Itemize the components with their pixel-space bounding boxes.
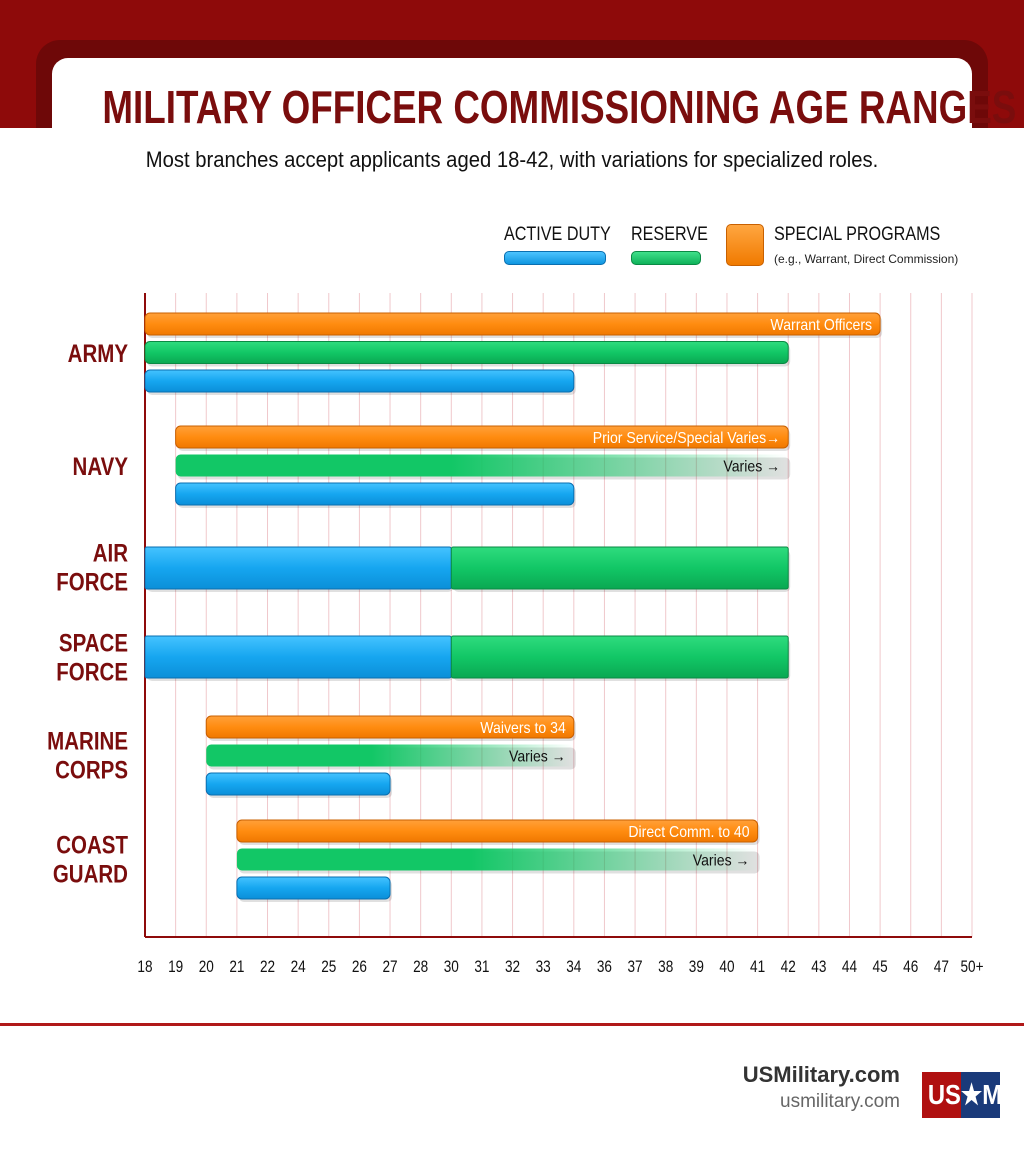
reserve-bar bbox=[450, 635, 789, 679]
reserve-bar bbox=[175, 454, 789, 477]
legend-active-label: ACTIVE DUTY bbox=[504, 224, 611, 245]
x-tick-label: 36 bbox=[597, 958, 612, 977]
x-tick-label: 30 bbox=[444, 958, 459, 977]
usm-logo-text: US★M bbox=[927, 1079, 1003, 1110]
category-label: AIR bbox=[93, 539, 129, 567]
x-tick-label: 38 bbox=[658, 958, 673, 977]
x-tick-label: 24 bbox=[291, 958, 307, 977]
special-bar bbox=[175, 425, 789, 449]
reserve-bar bbox=[144, 341, 789, 364]
x-tick-label: 25 bbox=[321, 958, 336, 977]
special-bar bbox=[205, 715, 575, 739]
active-bar bbox=[144, 635, 452, 679]
x-tick-label: 22 bbox=[260, 958, 275, 977]
category-label: CORPS bbox=[55, 756, 128, 784]
chart-subtitle: Most branches accept applicants aged 18-… bbox=[145, 147, 879, 172]
bar-label: Varies → bbox=[693, 852, 750, 870]
bar-label: Direct Comm. to 40 bbox=[628, 823, 749, 841]
category-label: FORCE bbox=[56, 658, 128, 686]
usm-logo: US★M bbox=[922, 1072, 1003, 1118]
x-tick-label: 44 bbox=[842, 958, 858, 977]
chart-area: Warrant Officers Prior Service/Special Va… bbox=[47, 293, 984, 977]
category-label: FORCE bbox=[56, 568, 128, 596]
x-tick-label: 41 bbox=[750, 958, 765, 977]
active-bar bbox=[205, 772, 391, 796]
footer-brand: USMilitary.com bbox=[742, 1062, 900, 1087]
active-bar bbox=[236, 876, 391, 900]
x-tick-label: 33 bbox=[536, 958, 551, 977]
category-label: MARINE bbox=[47, 727, 128, 755]
footer-url[interactable]: usmilitary.com bbox=[780, 1091, 900, 1112]
x-tick-label: 37 bbox=[628, 958, 643, 977]
legend-special-note: (e.g., Warrant, Direct Commission) bbox=[774, 252, 959, 266]
x-tick-label: 45 bbox=[873, 958, 888, 977]
x-tick-label: 31 bbox=[474, 958, 489, 977]
header-card bbox=[52, 58, 972, 258]
category-label: ARMY bbox=[68, 339, 128, 367]
legend-special-label: SPECIAL PROGRAMS bbox=[774, 224, 941, 245]
bar-label: Varies → bbox=[723, 458, 780, 476]
reserve-bar bbox=[206, 744, 574, 767]
bar-label: Varies → bbox=[509, 748, 566, 766]
reserve-bar bbox=[450, 546, 789, 590]
footer-divider bbox=[0, 1023, 1024, 1026]
x-tick-label: 43 bbox=[811, 958, 826, 977]
x-tick-label: 32 bbox=[505, 958, 520, 977]
x-tick-label: 40 bbox=[719, 958, 734, 977]
reserve-bar bbox=[236, 848, 758, 871]
special-bar bbox=[236, 819, 759, 843]
x-tick-label: 26 bbox=[352, 958, 367, 977]
legend-active-swatch bbox=[504, 251, 606, 265]
x-tick-label: 47 bbox=[934, 958, 949, 977]
legend-special-swatch bbox=[726, 224, 764, 266]
x-tick-label: 20 bbox=[199, 958, 214, 977]
chart-title: MILITARY OFFICER COMMISSIONING AGE RANGE… bbox=[102, 81, 1017, 133]
bar-label: Waivers to 34 bbox=[480, 719, 566, 737]
bar-label: Prior Service/Special Varies→ bbox=[593, 429, 780, 447]
category-label: COAST bbox=[56, 831, 128, 859]
active-bar bbox=[144, 369, 575, 393]
x-tick-label: 18 bbox=[137, 958, 152, 977]
legend-reserve-swatch bbox=[631, 251, 701, 265]
x-tick-label: 34 bbox=[566, 958, 582, 977]
category-label: NAVY bbox=[73, 452, 128, 480]
legend-reserve-label: RESERVE bbox=[631, 224, 708, 245]
x-tick-label: 50+ bbox=[960, 958, 983, 977]
x-tick-label: 21 bbox=[229, 958, 244, 977]
bar-label: Warrant Officers bbox=[770, 316, 872, 334]
active-bar bbox=[175, 482, 575, 506]
active-bar bbox=[144, 546, 452, 590]
x-tick-label: 28 bbox=[413, 958, 428, 977]
special-bar bbox=[144, 312, 881, 336]
category-label: GUARD bbox=[53, 860, 128, 888]
x-tick-label: 42 bbox=[781, 958, 796, 977]
x-tick-label: 39 bbox=[689, 958, 704, 977]
x-tick-label: 19 bbox=[168, 958, 183, 977]
x-tick-label: 27 bbox=[382, 958, 397, 977]
category-label: SPACE bbox=[59, 629, 128, 657]
x-tick-label: 46 bbox=[903, 958, 918, 977]
